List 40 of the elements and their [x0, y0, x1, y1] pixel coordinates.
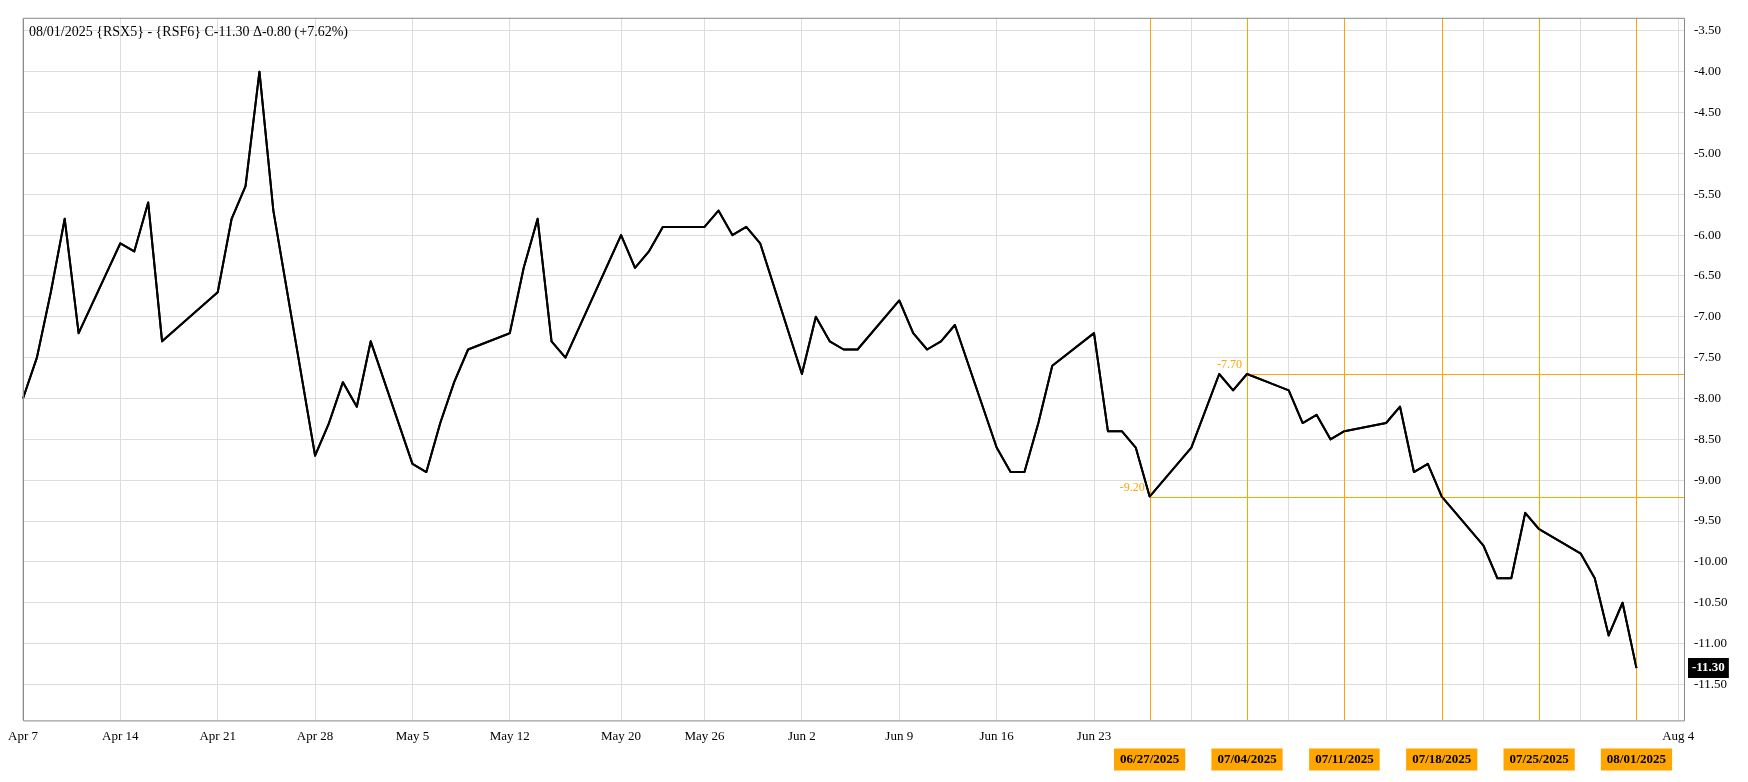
ref-line-label: 07/04/2025 [1217, 750, 1278, 766]
ref-line-label: 06/27/2025 [1120, 750, 1180, 766]
y-tick-label: -9.50 [1694, 512, 1722, 528]
text: -11.30 [1692, 659, 1725, 675]
x-tick-label: May 12 [489, 727, 530, 743]
x-tick-label: May 26 [684, 727, 726, 743]
ref-line-label: 08/01/2025 [1606, 750, 1667, 766]
y-tick-label: -11.50 [1694, 675, 1728, 691]
y-tick-label: -9.00 [1694, 471, 1722, 487]
chart-title: 08/01/2025 {RSX5} - {RSF6} C-11.30 Δ-0.80 (+7.62%) [28, 23, 349, 40]
x-tick-label: Aug 4 [1662, 727, 1695, 743]
y-tick-label: -8.00 [1694, 389, 1722, 405]
y-tick-label: -3.50 [1694, 22, 1722, 38]
y-tick-label: -8.50 [1694, 430, 1722, 446]
annotation: -9.20 [1119, 479, 1145, 494]
ref-line-label: 07/11/2025 [1315, 750, 1375, 766]
ref-line-label: 07/25/2025 [1509, 750, 1570, 766]
annotation: -7.70 [1217, 357, 1243, 372]
y-tick-label: -5.50 [1694, 185, 1722, 201]
x-tick-label: Jun 9 [885, 727, 914, 743]
y-tick-label: -7.00 [1694, 308, 1722, 324]
x-tick-label: May 5 [395, 727, 430, 743]
y-tick-label: -6.00 [1694, 226, 1722, 242]
x-tick-label: May 20 [601, 727, 642, 743]
y-tick-label: -6.50 [1694, 267, 1722, 283]
y-tick-label: -11.00 [1694, 635, 1728, 651]
x-tick-label: Jun 16 [979, 727, 1015, 743]
y-tick-label: -7.50 [1694, 349, 1722, 365]
y-tick-label: -4.50 [1694, 103, 1722, 119]
x-tick-label: Jun 2 [788, 727, 816, 743]
x-tick-label: Apr 21 [199, 727, 236, 743]
y-tick-label: -10.00 [1694, 553, 1728, 569]
x-tick-label: Apr 28 [296, 727, 334, 743]
y-tick-label: -10.50 [1694, 594, 1728, 610]
x-tick-label: Jun 23 [1076, 727, 1112, 743]
x-tick-label: Apr 14 [102, 727, 140, 743]
x-tick-label: Apr 7 [8, 727, 39, 743]
y-tick-label: -4.00 [1694, 63, 1722, 79]
y-tick-label: -5.00 [1694, 144, 1722, 160]
ref-line-label: 07/18/2025 [1412, 750, 1472, 766]
